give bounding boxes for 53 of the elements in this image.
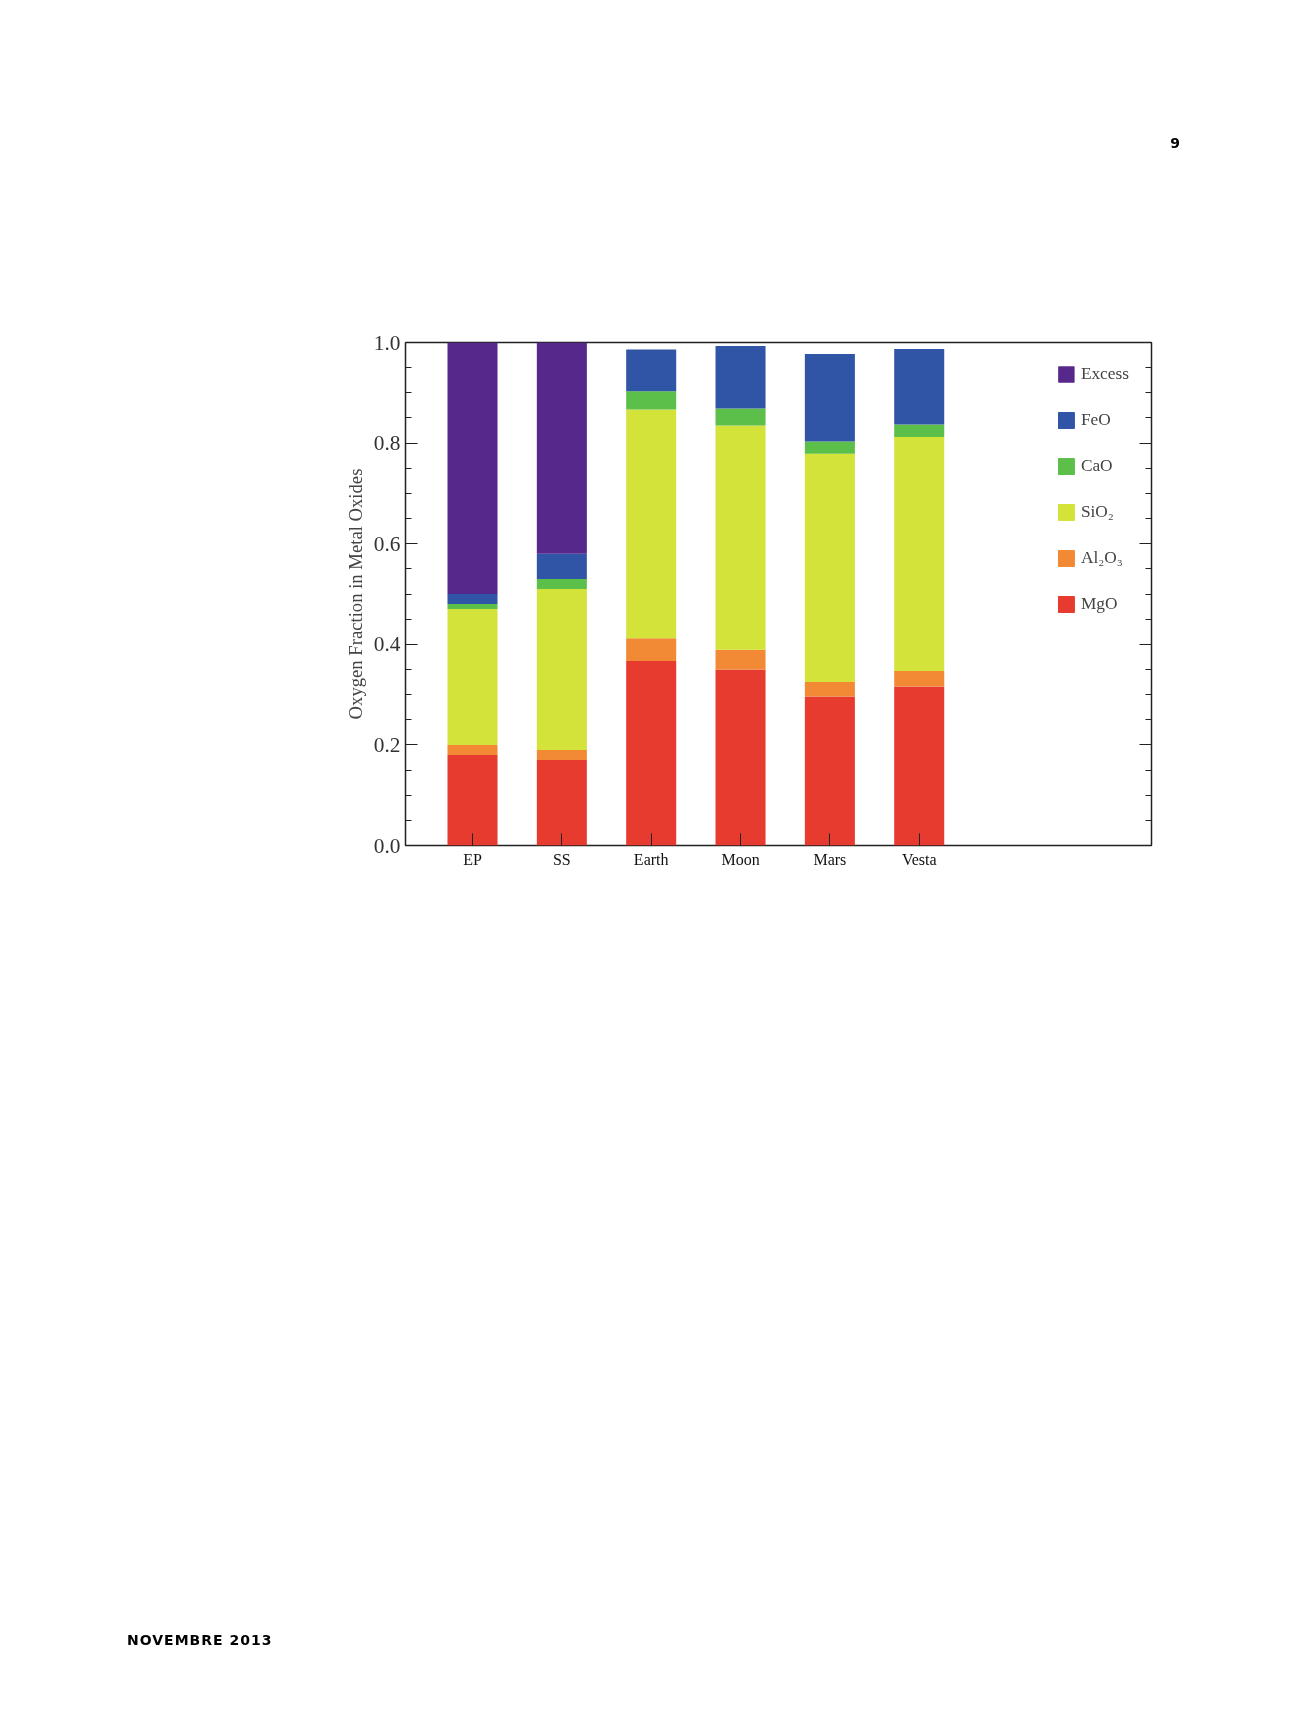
x-tick-label: SS xyxy=(552,850,571,868)
bar xyxy=(447,594,498,605)
y-tick-label: 0.0 xyxy=(373,833,401,858)
x-tick-label: Earth xyxy=(633,850,669,868)
bar xyxy=(626,638,677,661)
x-tick-label: Mars xyxy=(813,850,847,868)
bar xyxy=(894,686,945,846)
x-tick-label: Moon xyxy=(721,850,760,868)
legend-label: Excess xyxy=(1080,364,1129,384)
legend-label: SiO₂ xyxy=(1080,502,1114,522)
bar xyxy=(536,759,587,846)
bar xyxy=(536,588,587,750)
bar xyxy=(536,749,587,760)
bar xyxy=(626,391,677,410)
bar xyxy=(894,349,945,425)
bar xyxy=(447,754,498,846)
bar xyxy=(536,553,587,579)
y-tick-label: 0.2 xyxy=(373,732,401,757)
bar xyxy=(626,409,677,639)
bar xyxy=(447,744,498,755)
bar xyxy=(894,670,945,687)
legend-label: CaO xyxy=(1080,456,1113,476)
bar xyxy=(626,349,677,392)
bar xyxy=(715,649,766,670)
bar xyxy=(804,682,855,697)
bar xyxy=(804,354,855,442)
bar xyxy=(715,346,766,409)
legend-label: MgO xyxy=(1080,594,1118,614)
bar xyxy=(447,609,498,745)
y-tick-label: 0.6 xyxy=(373,531,401,556)
text: 9 xyxy=(1170,134,1180,153)
bar xyxy=(894,437,945,671)
bar xyxy=(536,578,587,589)
bar xyxy=(715,425,766,650)
y-tick-label: 0.8 xyxy=(373,431,401,456)
bar xyxy=(715,408,766,426)
bar xyxy=(715,669,766,846)
x-tick-label: EP xyxy=(463,850,482,868)
legend-label: Al₂O₃ xyxy=(1080,548,1123,568)
bar xyxy=(536,342,587,554)
x-tick-label: Vesta xyxy=(901,850,937,868)
bar xyxy=(894,424,945,438)
y-axis-title: Oxygen Fraction in Metal Oxides xyxy=(344,468,366,720)
bar xyxy=(804,441,855,454)
bar xyxy=(447,342,498,594)
bar xyxy=(626,660,677,846)
y-tick-label: 0.4 xyxy=(373,632,401,657)
bar xyxy=(804,453,855,683)
legend-label: FeO xyxy=(1080,410,1111,430)
text: NOVEMBRE 2013 xyxy=(127,1631,273,1650)
y-tick-label: 1.0 xyxy=(373,330,401,355)
bar xyxy=(804,696,855,846)
bar xyxy=(447,604,498,610)
